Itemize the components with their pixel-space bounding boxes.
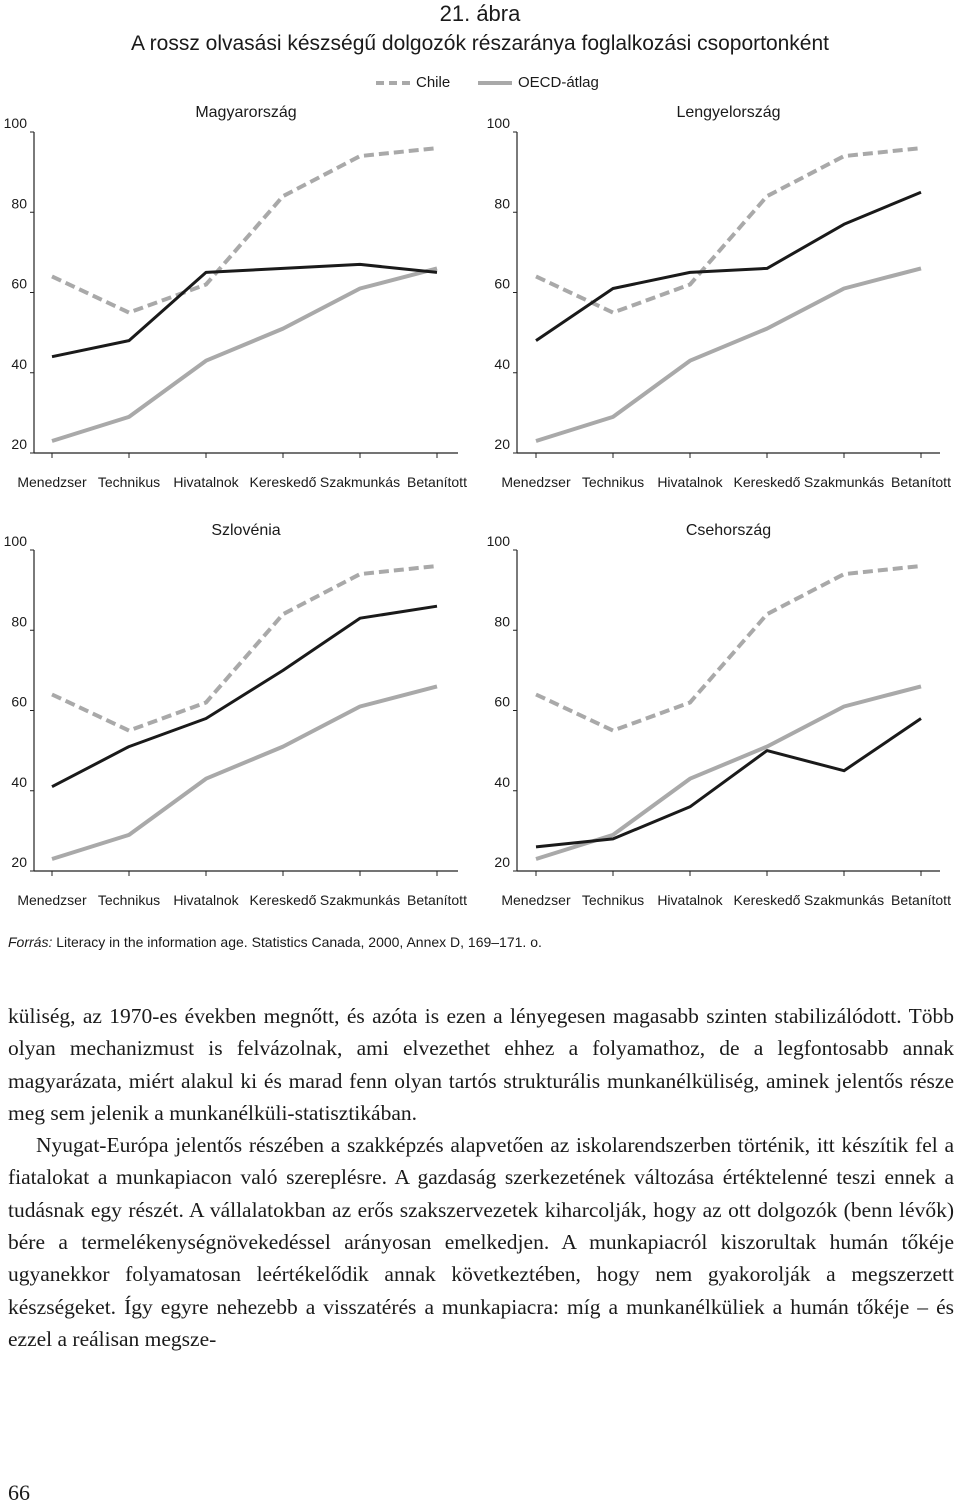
chart-csehorszag-series-country [535, 717, 922, 849]
chart-szlovenia-series-country [51, 604, 438, 789]
chart-szlovenia-x-tick-label: Szakmunkás [320, 892, 400, 908]
chart-csehorszag-title: Csehország [686, 522, 771, 539]
legend-label-chile: Chile [416, 74, 451, 91]
chart-magyarorszag-series-oecd [51, 266, 438, 443]
chart-szlovenia-x-tick-label: Betanított [407, 892, 467, 908]
chart-magyarorszag-x-tick-label: Szakmunkás [320, 474, 400, 490]
chart-szlovenia-x-tick-label: Technikus [98, 892, 160, 908]
chart-csehorszag-y-tick-label: 60 [494, 694, 510, 710]
figure-number: 21. ábra [439, 1, 521, 26]
chart-magyarorszag-x-tick-label: Menedzser [17, 474, 87, 490]
chart-szlovenia-series-chile [51, 564, 438, 733]
chart-lengyelorszag-x-tick-label: Szakmunkás [804, 474, 884, 490]
chart-magyarorszag-x-tick-label: Kereskedő [250, 474, 317, 490]
chart-magyarorszag-x-tick-label: Technikus [98, 474, 160, 490]
chart-magyarorszag-series-country [51, 262, 438, 359]
source-label: Forrás: [8, 934, 53, 950]
chart-magyarorszag-title: Magyarország [195, 104, 296, 121]
chart-csehorszag-x-tick-label: Menedzser [501, 892, 571, 908]
figure-title: A rossz olvasási készségű dolgozók résza… [130, 32, 830, 55]
chart-csehorszag-y-tick-label: 20 [494, 854, 510, 870]
chart-szlovenia-y-tick-label: 100 [4, 533, 28, 549]
chart-lengyelorszag-x-tick-label: Kereskedő [734, 474, 801, 490]
chart-lengyelorszag-series-country [535, 190, 922, 342]
chart-szlovenia-y-tick-label: 80 [11, 613, 27, 629]
chart-szlovenia-y-tick-label: 20 [11, 854, 27, 870]
chart-lengyelorszag-series-chile [535, 146, 922, 315]
chart-magyarorszag-series-chile [51, 146, 438, 315]
chart-lengyelorszag-y-tick-label: 40 [494, 356, 510, 372]
chart-magyarorszag-x-tick-label: Betanított [407, 474, 467, 490]
chart-magyarorszag-y-tick-label: 40 [11, 356, 27, 372]
chart-csehorszag-series-chile [535, 564, 922, 733]
legend-swatch-oecd [478, 81, 512, 86]
paragraph-2: Nyugat-Európa jelentős részében a szakké… [8, 1133, 954, 1351]
chart-lengyelorszag-x-tick-label: Menedzser [501, 474, 571, 490]
chart-lengyelorszag-y-tick-label: 60 [494, 276, 510, 292]
chart-csehorszag-y-tick-label: 80 [494, 613, 510, 629]
chart-szlovenia-y-tick-label: 60 [11, 694, 27, 710]
chart-lengyelorszag-x-tick-label: Technikus [582, 474, 644, 490]
chart-szlovenia-x-tick-label: Hivatalnok [173, 892, 239, 908]
body-text: küliség, az 1970-es években megnőtt, és … [8, 1000, 954, 1355]
chart-magyarorszag-y-tick-label: 60 [11, 276, 27, 292]
legend-item-chile: Chile [376, 74, 450, 91]
chart-lengyelorszag-x-tick-label: Hivatalnok [657, 474, 723, 490]
chart-lengyelorszag-y-tick-label: 80 [494, 195, 510, 211]
chart-csehorszag-series-oecd [535, 684, 922, 861]
legend-swatch-chile [376, 81, 410, 86]
legend-label-oecd: OECD-átlag [518, 74, 599, 91]
chart-szlovenia-title: Szlovénia [211, 522, 280, 539]
chart-magyarorszag-x-tick-label: Hivatalnok [173, 474, 239, 490]
chart-szlovenia-y-tick-label: 40 [11, 774, 27, 790]
chart-magyarorszag-y-tick-label: 80 [11, 195, 27, 211]
chart-csehorszag-x-tick-label: Technikus [582, 892, 644, 908]
source-note: Forrás: Literacy in the information age.… [8, 934, 542, 950]
chart-csehorszag-x-tick-label: Betanított [891, 892, 951, 908]
chart-magyarorszag-y-tick-label: 100 [4, 115, 28, 131]
chart-lengyelorszag-x-tick-label: Betanított [891, 474, 951, 490]
chart-szlovenia-x-tick-label: Menedzser [17, 892, 87, 908]
chart-lengyelorszag-y-tick-label: 100 [487, 115, 511, 131]
chart-lengyelorszag-title: Lengyelország [676, 104, 780, 121]
chart-lengyelorszag-series-oecd [535, 266, 922, 443]
legend-item-oecd: OECD-átlag [478, 74, 599, 91]
chart-csehorszag-x-tick-label: Kereskedő [734, 892, 801, 908]
chart-csehorszag-x-tick-label: Szakmunkás [804, 892, 884, 908]
chart-szlovenia-x-tick-label: Kereskedő [250, 892, 317, 908]
chart-lengyelorszag-y-tick-label: 20 [494, 436, 510, 452]
page-number: 66 [8, 1480, 30, 1505]
chart-csehorszag-x-tick-label: Hivatalnok [657, 892, 723, 908]
chart-csehorszag-y-tick-label: 40 [494, 774, 510, 790]
chart-csehorszag-y-tick-label: 100 [487, 533, 511, 549]
charts-canvas: 20 40 60 80 100 Menedzser Technikus Hivatalnok K… [4, 104, 951, 908]
source-text: Literacy in the information age. Statist… [52, 934, 542, 950]
chart-magyarorszag-y-tick-label: 20 [11, 436, 27, 452]
chart-szlovenia-series-oecd [51, 684, 438, 861]
paragraph-1: küliség, az 1970-es években megnőtt, és … [8, 1004, 954, 1125]
